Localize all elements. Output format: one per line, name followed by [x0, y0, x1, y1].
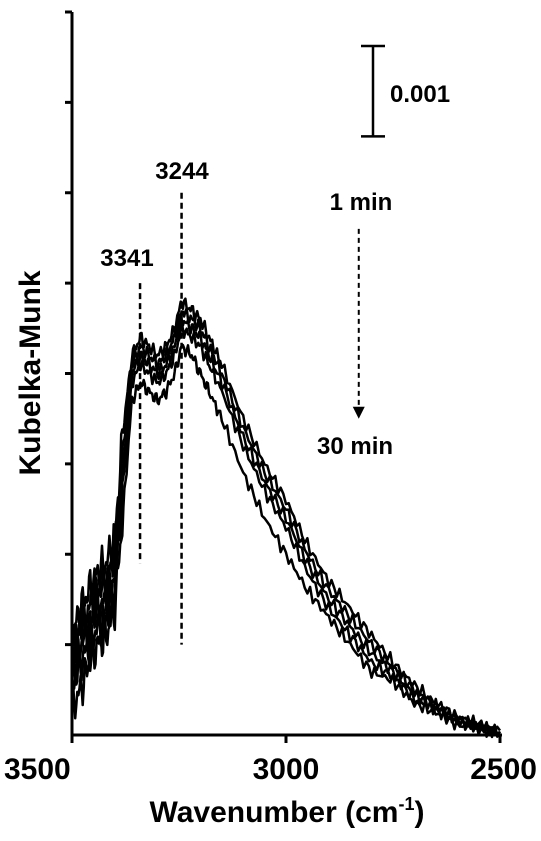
spectrum-series-5 — [70, 343, 501, 738]
scale-bar-label: 0.001 — [390, 81, 450, 108]
y-axis-title: Kubelka-Munk — [14, 270, 47, 475]
annotation-layer — [138, 192, 365, 645]
x-tick-label: 2500 — [470, 753, 537, 786]
x-axis-title-sup: -1 — [398, 794, 414, 814]
marker-label-3244: 3244 — [155, 158, 209, 185]
time-end-label: 30 min — [317, 433, 393, 460]
time-start-label: 1 min — [330, 189, 393, 216]
marker-label-3341: 3341 — [100, 245, 153, 272]
x-axis-title-main: Wavenumber (cm — [150, 796, 399, 829]
x-axis-title-close: ) — [414, 796, 424, 829]
time-arrow-head — [352, 406, 365, 419]
spectrum-series-3 — [70, 314, 501, 735]
x-ticks: 3500 3000 2500 — [4, 735, 537, 786]
x-axis-title: Wavenumber (cm-1) — [150, 794, 425, 829]
x-tick-label: 3000 — [253, 753, 320, 786]
x-tick-label: 3500 — [4, 753, 71, 786]
series-layer — [70, 297, 502, 739]
scale-bar: 0.001 — [361, 44, 450, 138]
y-ticks — [65, 10, 72, 647]
